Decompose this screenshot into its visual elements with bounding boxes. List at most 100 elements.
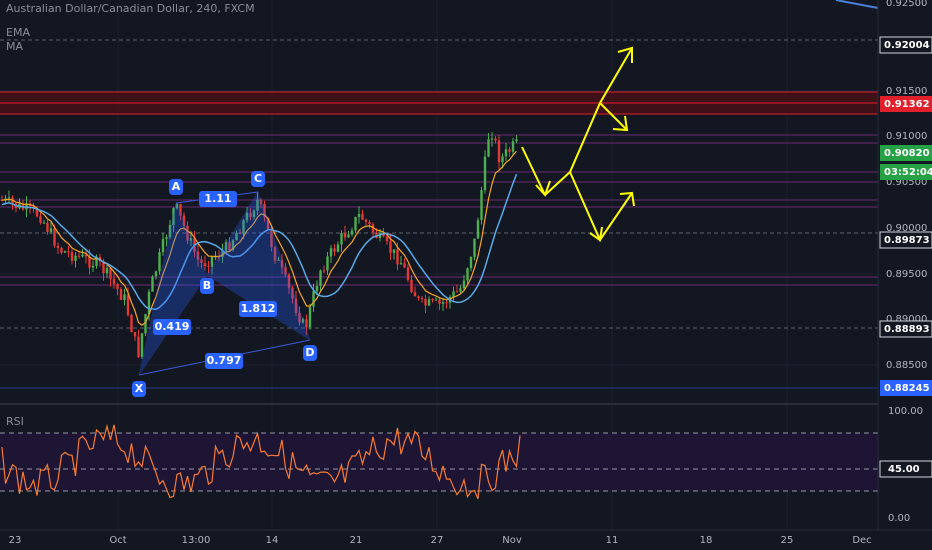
rsi-line [1, 423, 521, 500]
candle-body [270, 229, 273, 248]
candle-body [70, 251, 74, 261]
candle-body [277, 259, 280, 261]
candle-body [224, 242, 228, 251]
time-tick: Oct [109, 535, 126, 546]
candle-body [266, 217, 270, 230]
candle-body [424, 298, 427, 306]
candle-body [210, 256, 214, 267]
candle-body [294, 298, 298, 313]
candle-body [200, 259, 203, 263]
candle-body [63, 251, 67, 253]
candle-body [466, 268, 469, 281]
pattern-point-bg [303, 345, 317, 361]
indicator-label: EMA [6, 26, 30, 39]
ratio-bg [153, 319, 191, 335]
ratio-bg [205, 353, 243, 369]
candle-body [364, 219, 368, 222]
candle-body [487, 139, 490, 157]
candle-body [298, 312, 301, 323]
rsi-tick: 45.00 [888, 464, 920, 475]
candle-body [280, 259, 284, 268]
candle-body [137, 336, 140, 357]
candle-body [413, 292, 417, 297]
candle-body [305, 319, 308, 328]
symbol-title: Australian Dollar/Canadian Dollar, 240, … [6, 2, 255, 15]
candle-body [130, 314, 133, 333]
candle-body [385, 236, 389, 242]
time-tick: 21 [350, 535, 363, 546]
rsi-levels [0, 432, 878, 492]
candle-body [35, 208, 39, 217]
candle-body [172, 208, 175, 226]
price-tick: 0.88500 [886, 360, 927, 371]
candle-body [249, 212, 252, 218]
candle-body [410, 279, 413, 293]
candle-body [291, 287, 294, 299]
zones [0, 39, 878, 389]
candle-body [396, 249, 399, 265]
candle-body [403, 263, 406, 268]
candle-body [46, 222, 49, 232]
candle-body [126, 294, 130, 315]
pattern-point-bg [251, 171, 265, 187]
candle-body [504, 149, 508, 157]
rsi-title: RSI [6, 415, 24, 428]
candle-body [252, 210, 256, 218]
candle-body [427, 299, 431, 306]
candle-body [81, 254, 84, 257]
candle-body [42, 222, 46, 224]
candle-body [473, 238, 476, 257]
candle-body [476, 220, 480, 239]
pattern-point: B [203, 279, 211, 292]
candle-body [116, 283, 119, 290]
candle-body [361, 214, 364, 220]
price-label: 0.89873 [884, 235, 930, 246]
candle-body [357, 214, 361, 218]
time-tick: 27 [431, 535, 444, 546]
candle-body [32, 205, 35, 209]
candle-body [406, 267, 410, 280]
price-label-bg [879, 320, 932, 338]
price-label: 0.91362 [884, 99, 930, 110]
price-axis [878, 0, 932, 550]
candle-body [263, 203, 266, 218]
candle-body [417, 296, 420, 299]
candle-body [238, 232, 242, 234]
candle-body [354, 217, 357, 231]
candle-body [154, 271, 158, 277]
indicator-label: MA [6, 40, 23, 53]
candle-body [515, 139, 518, 142]
price-tick: 0.92500 [886, 0, 927, 9]
candle-body [340, 233, 343, 245]
candle-body [455, 291, 459, 293]
pattern-point-bg [132, 381, 146, 397]
price-label: 0.88893 [884, 324, 930, 335]
candle-body [382, 233, 385, 237]
candle-body [441, 302, 445, 304]
pattern-ratio: 1.11 [204, 192, 231, 205]
pattern-point: C [254, 172, 262, 185]
candle-body [256, 199, 259, 211]
price-label: 0.90820 [884, 148, 930, 159]
candle-body [431, 299, 434, 301]
candle-body [343, 233, 347, 238]
candle-body [158, 252, 161, 272]
candle-body [287, 274, 291, 288]
time-tick: 18 [700, 535, 713, 546]
candle-body [175, 203, 179, 209]
candle-body [147, 291, 151, 315]
candle-body [228, 242, 231, 251]
price-label-bg [880, 145, 932, 161]
candle-body [151, 276, 154, 292]
candle-body [140, 333, 144, 357]
candle-body [259, 199, 263, 204]
ratio-bg [239, 301, 277, 317]
candle-body [308, 306, 312, 328]
candle-body [56, 245, 60, 248]
candle-body [77, 255, 81, 257]
candle-body [7, 197, 11, 199]
pattern-ratio: 1.812 [241, 302, 276, 315]
pattern-point-bg [200, 278, 214, 294]
pattern-ratio: 0.797 [207, 354, 242, 367]
